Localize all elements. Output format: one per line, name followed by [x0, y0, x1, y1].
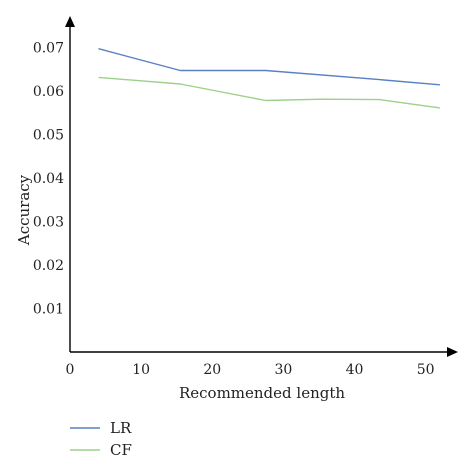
y-tick-label: 0.03: [33, 214, 64, 230]
legend-item-lr: LR: [70, 419, 132, 437]
legend-label: CF: [110, 441, 132, 459]
y-tick-label: 0.04: [33, 171, 64, 187]
legend: LR CF: [70, 419, 132, 459]
x-tick-label: 0: [66, 362, 75, 378]
y-tick-label: 0.05: [33, 127, 64, 143]
series-lines: [98, 48, 440, 109]
y-axis-ticks: 0.01 0.02 0.03 0.04 0.05 0.06 0.07: [33, 40, 64, 317]
y-tick-label: 0.06: [33, 84, 64, 100]
y-tick-label: 0.02: [33, 258, 64, 274]
x-axis-arrow: [447, 347, 458, 357]
legend-item-cf: CF: [70, 441, 132, 459]
x-tick-label: 50: [417, 362, 435, 378]
x-tick-label: 30: [274, 362, 292, 378]
x-tick-label: 40: [346, 362, 364, 378]
x-tick-label: 20: [203, 362, 221, 378]
series-line-lr: [98, 48, 440, 86]
y-axis-arrow: [65, 16, 75, 27]
axes: [65, 16, 458, 357]
x-axis-title: Recommended length: [179, 384, 345, 402]
y-tick-label: 0.07: [33, 40, 64, 56]
legend-label: LR: [110, 419, 132, 437]
y-axis-title: Accuracy: [15, 174, 33, 246]
series-line-cf: [98, 76, 440, 109]
x-tick-label: 10: [132, 362, 150, 378]
x-axis-ticks: 0 10 20 30 40 50: [66, 362, 435, 378]
y-tick-label: 0.01: [33, 301, 64, 317]
